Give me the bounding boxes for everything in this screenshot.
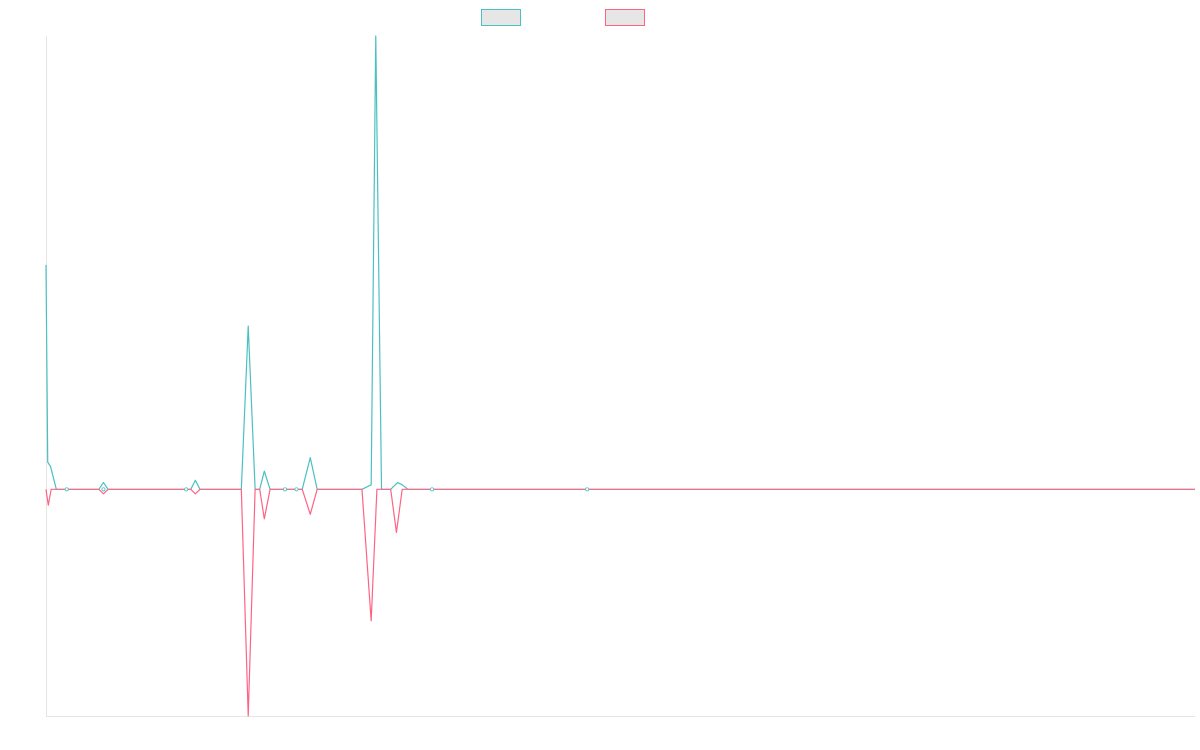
chart-axes — [46, 36, 1195, 717]
legend-swatch-series-1[interactable] — [481, 9, 521, 26]
series-layer — [45, 35, 1195, 717]
point-marker — [101, 487, 106, 492]
legend-swatch-series-2[interactable] — [605, 9, 645, 26]
point-marker — [64, 487, 69, 492]
point-marker — [282, 487, 287, 492]
point-marker — [430, 487, 435, 492]
point-marker — [184, 487, 189, 492]
point-marker — [585, 487, 590, 492]
series-line-1 — [45, 35, 1195, 490]
series-line-2 — [45, 488, 1195, 717]
chart-legend[interactable] — [481, 9, 645, 26]
point-marker — [294, 487, 299, 492]
